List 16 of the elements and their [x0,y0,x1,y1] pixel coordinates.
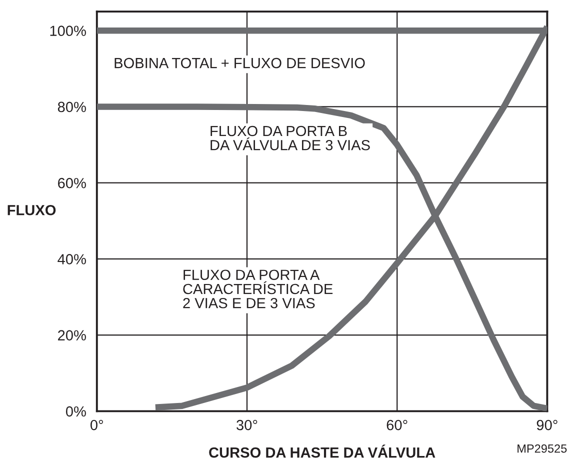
y-tick-label: 60% [58,178,86,188]
y-tick-label: 0% [66,406,86,417]
y-axis-title: FLUXO [8,204,56,216]
x-tick-label: 90° [536,420,558,430]
series-label: BOBINA TOTAL + FLUXO DE DESVIO [114,58,365,68]
x-axis-title: CURSO DA HASTE DA VÁLVULA [209,444,436,458]
y-tick-label: 80% [58,102,86,112]
y-tick-label: 40% [58,254,86,264]
series-label: FLUXO DA PORTA B DA VÁLVULA DE 3 VIAS [210,126,370,150]
x-tick-label: 0° [90,420,103,430]
y-tick-label: 20% [58,330,86,340]
y-tick-label: 100% [50,26,86,36]
series-label: FLUXO DA PORTA A CARACTERÍSTICA DE 2 VIAS E DE 3 VIAS [183,270,333,308]
x-tick-label: 30° [236,420,258,430]
text: MP29525 [518,444,567,453]
x-tick-label: 60° [386,420,408,430]
